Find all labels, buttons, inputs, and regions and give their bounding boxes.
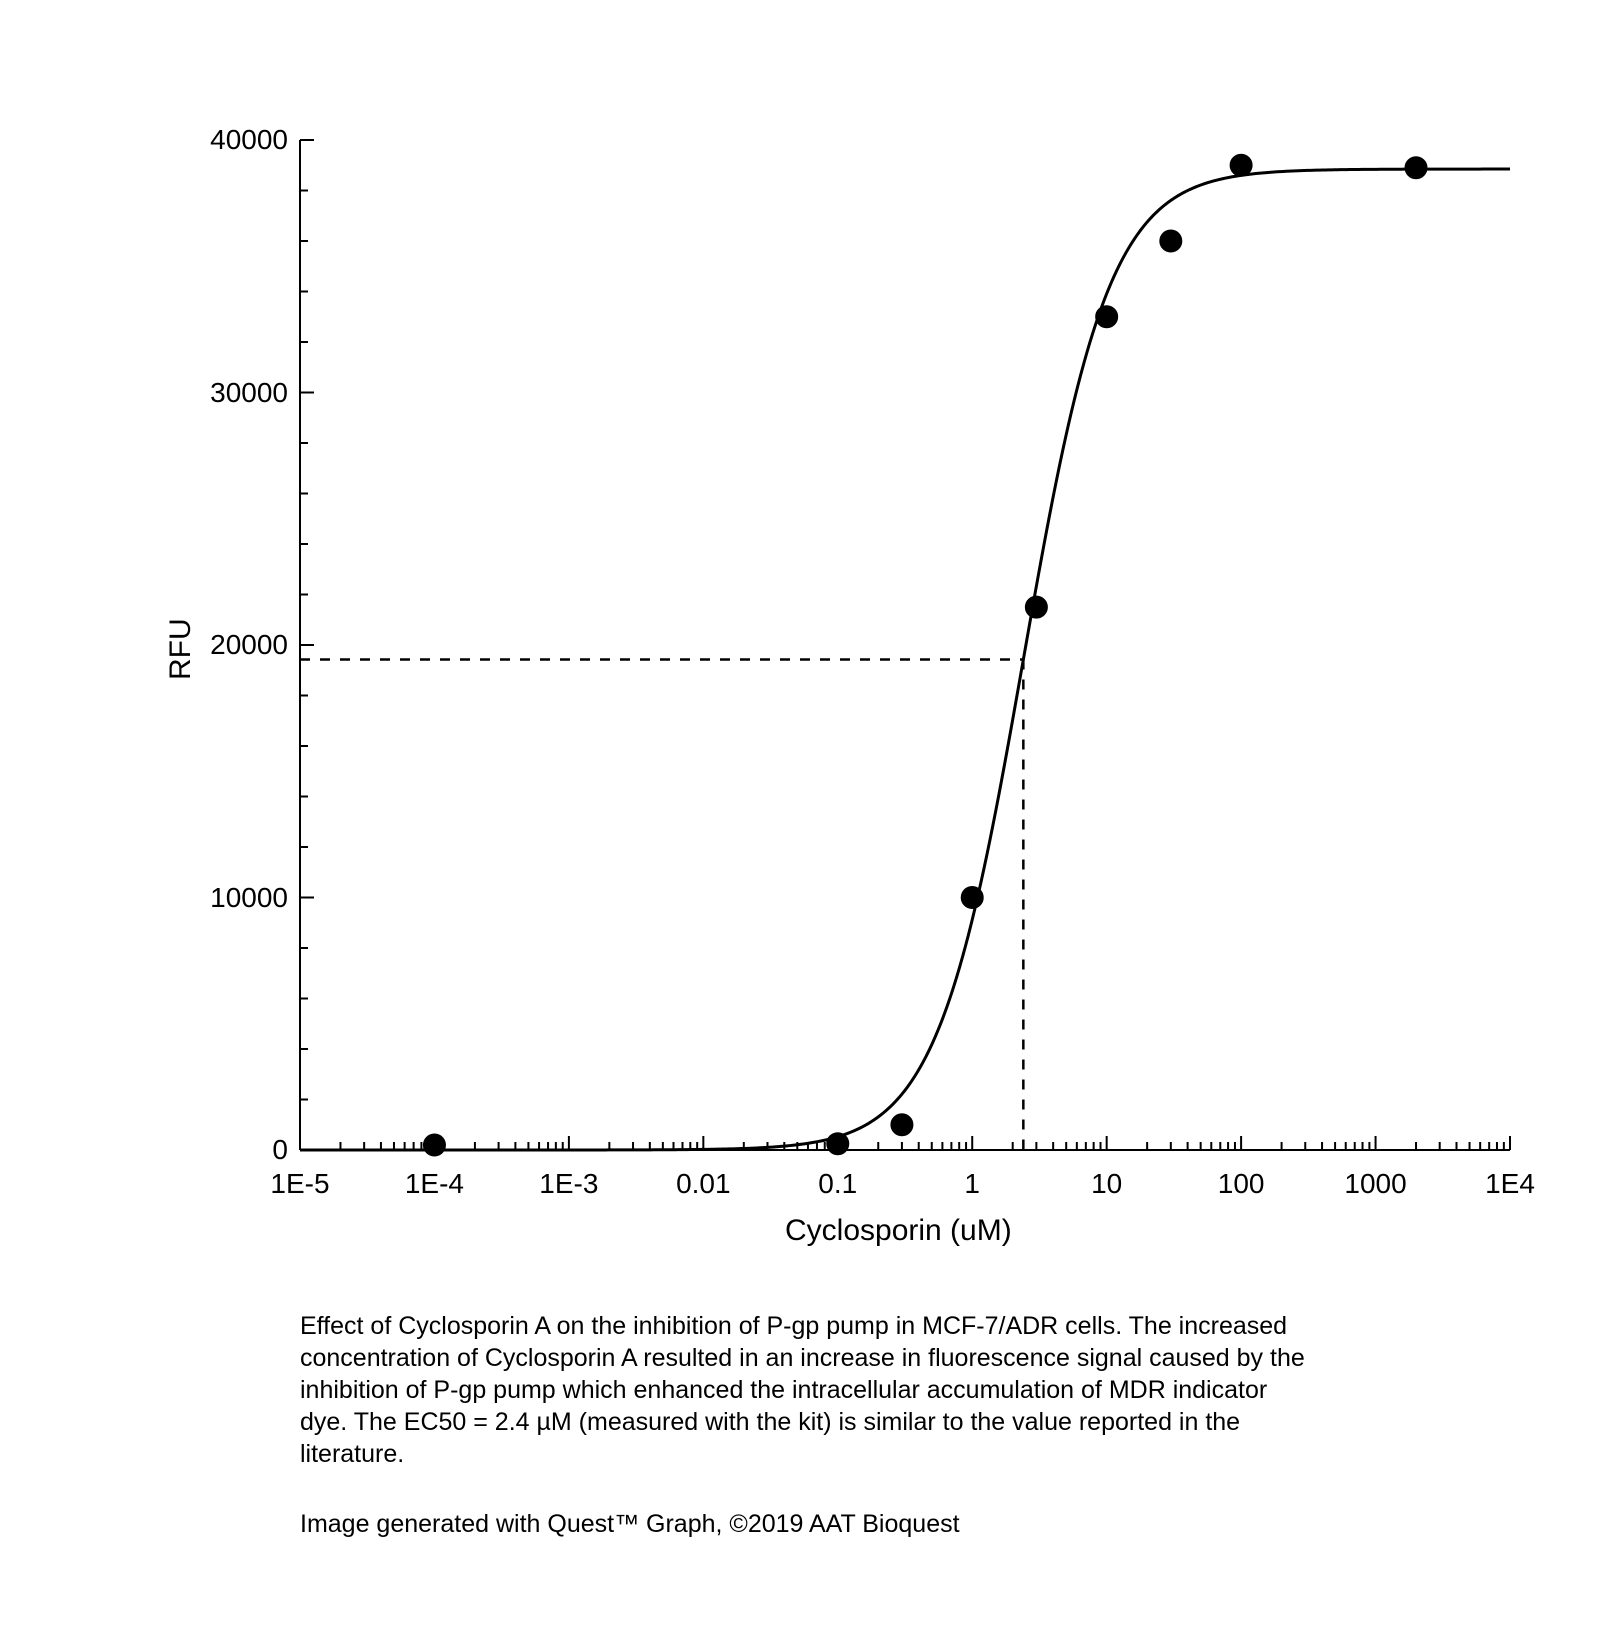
x-tick-label: 100 bbox=[1201, 1168, 1281, 1200]
y-tick-label: 10000 bbox=[210, 882, 288, 914]
x-tick-label: 1E4 bbox=[1470, 1168, 1550, 1200]
data-point bbox=[1230, 154, 1252, 176]
x-tick-label: 0.01 bbox=[663, 1168, 743, 1200]
y-axis-label: RFU bbox=[164, 618, 198, 680]
figure-credit: Image generated with Quest™ Graph, ©2019… bbox=[300, 1510, 960, 1539]
data-point bbox=[961, 887, 983, 909]
data-point bbox=[1025, 596, 1047, 618]
figure-page: RFU Cyclosporin (uM) 0 10000 20000 30000 400… bbox=[0, 0, 1600, 1640]
data-point bbox=[1405, 157, 1427, 179]
data-point bbox=[891, 1114, 913, 1136]
data-point bbox=[827, 1133, 849, 1155]
dose-response-chart bbox=[140, 120, 1530, 1260]
x-tick-label: 1000 bbox=[1336, 1168, 1416, 1200]
x-tick-label: 1E-4 bbox=[394, 1168, 474, 1200]
data-point bbox=[423, 1134, 445, 1156]
x-tick-label: 0.1 bbox=[798, 1168, 878, 1200]
x-tick-label: 10 bbox=[1067, 1168, 1147, 1200]
x-tick-label: 1E-5 bbox=[260, 1168, 340, 1200]
data-point bbox=[1160, 230, 1182, 252]
y-tick-label: 20000 bbox=[210, 629, 288, 661]
y-tick-label: 30000 bbox=[210, 377, 288, 409]
x-axis-label: Cyclosporin (uM) bbox=[785, 1214, 1012, 1248]
data-point bbox=[1096, 306, 1118, 328]
x-tick-label: 1 bbox=[932, 1168, 1012, 1200]
x-tick-label: 1E-3 bbox=[529, 1168, 609, 1200]
chart-container: RFU Cyclosporin (uM) 0 10000 20000 30000 400… bbox=[140, 120, 1530, 1260]
figure-caption: Effect of Cyclosporin A on the inhibitio… bbox=[300, 1310, 1320, 1470]
y-tick-label: 40000 bbox=[210, 124, 288, 156]
y-tick-label: 0 bbox=[272, 1134, 288, 1166]
